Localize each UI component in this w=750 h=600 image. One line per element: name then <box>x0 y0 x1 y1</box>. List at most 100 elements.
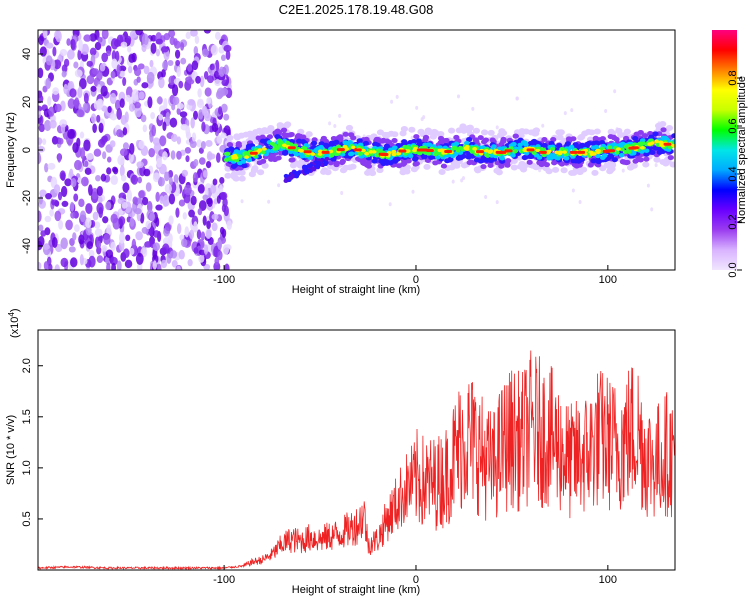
ridge-blob <box>391 149 397 154</box>
ridge-blob <box>558 161 566 167</box>
ridge-blob <box>550 137 557 143</box>
spectrogram-y-axis-label: Frequency (Hz) <box>5 112 17 188</box>
noise-blob <box>96 114 101 123</box>
noise-blob <box>156 263 162 270</box>
ridge-blob <box>671 133 675 139</box>
noise-blob <box>218 184 224 195</box>
ridge-blob <box>653 156 661 163</box>
noise-blob <box>196 100 204 109</box>
noise-blob <box>90 113 97 124</box>
noise-blob <box>220 103 228 113</box>
noise-blob <box>106 262 111 270</box>
noise-blob <box>155 191 160 202</box>
ridge-peak <box>353 148 362 152</box>
ridge-blob <box>274 128 281 134</box>
ridge-blob <box>575 158 582 164</box>
noise-blob <box>44 215 52 223</box>
noise-blob <box>53 184 61 194</box>
noise-blob <box>88 184 93 196</box>
noise-blob <box>59 49 68 57</box>
noise-blob <box>122 77 127 87</box>
noise-blob <box>196 229 202 240</box>
ridge-blob <box>614 150 620 155</box>
ridge-peak <box>444 150 453 154</box>
noise-blob <box>57 153 62 163</box>
ridge-blob <box>480 155 487 161</box>
noise-blob <box>51 237 58 248</box>
noise-blob <box>187 63 193 72</box>
noise-blob <box>178 80 184 89</box>
noise-blob <box>212 178 218 186</box>
noise-blob <box>220 191 228 201</box>
noise-blob <box>91 187 99 200</box>
noise-blob <box>178 249 185 260</box>
noise-blob <box>54 264 60 270</box>
ridge-blob <box>512 149 518 154</box>
ridge-blob <box>633 131 640 137</box>
ridge-blob <box>272 143 278 148</box>
ridge-blob <box>589 152 595 157</box>
ridge-blob <box>654 139 659 144</box>
noise-blob <box>84 167 92 176</box>
ridge-blob <box>512 133 519 139</box>
noise-blob <box>69 201 75 212</box>
snr-series-line <box>38 350 675 570</box>
noise-blob <box>42 138 47 145</box>
noise-blob <box>122 127 128 136</box>
noise-blob <box>223 113 230 121</box>
ridge-peak <box>569 150 578 154</box>
colorbar-ticks: 0.0 0.2 0.4 0.6 0.8 <box>727 70 742 278</box>
ridge-blob <box>396 151 402 156</box>
noise-blob <box>73 224 80 233</box>
ridge-blob <box>226 142 234 148</box>
ridge-blob <box>481 139 488 145</box>
noise-blob <box>96 70 103 81</box>
noise-blob <box>63 58 70 68</box>
ridge-blob <box>649 150 656 156</box>
ridge-blob <box>459 123 467 130</box>
noise-blob <box>101 245 108 252</box>
noise-blob <box>70 211 76 219</box>
faint-blob <box>388 202 392 207</box>
noise-blob <box>135 30 143 36</box>
noise-blob <box>216 152 221 163</box>
ridge-blob <box>299 148 304 153</box>
ridge-blob <box>518 128 526 135</box>
noise-blob <box>86 74 95 85</box>
noise-blob <box>124 111 129 123</box>
ridge-blob <box>333 152 339 157</box>
ridge-blob <box>517 142 523 148</box>
ridge-peak <box>336 148 345 152</box>
noise-blob <box>218 66 225 77</box>
noise-blob <box>117 197 125 205</box>
noise-blob <box>211 222 218 232</box>
ridge-blob <box>261 162 269 169</box>
y-tick-label: 20 <box>21 96 33 108</box>
noise-blob <box>113 167 119 175</box>
ridge-blob <box>432 152 438 157</box>
noise-blob <box>158 177 165 187</box>
noise-blob <box>173 174 179 185</box>
ridge-peak <box>425 149 434 153</box>
noise-blob <box>202 215 207 226</box>
noise-blob <box>77 86 83 99</box>
noise-blob <box>160 46 169 53</box>
y-tick-label: 1.5 <box>21 409 33 424</box>
noise-blob <box>130 174 139 185</box>
noise-blob <box>38 261 42 270</box>
noise-blob <box>174 49 181 59</box>
ridge-blob <box>294 134 301 140</box>
noise-blob <box>96 185 103 197</box>
noise-blob <box>205 160 212 169</box>
x-tick-label: -100 <box>213 274 235 286</box>
tail-blob <box>306 168 312 173</box>
noise-blob <box>195 75 201 84</box>
noise-blob <box>198 254 205 263</box>
noise-blob <box>138 91 145 100</box>
noise-blob <box>57 191 63 201</box>
snr-y-multiplier-close: ) <box>9 308 21 312</box>
ridge-blob <box>281 132 288 138</box>
noise-blob <box>163 97 168 110</box>
noise-blob <box>175 59 181 67</box>
ridge-blob <box>437 148 443 153</box>
